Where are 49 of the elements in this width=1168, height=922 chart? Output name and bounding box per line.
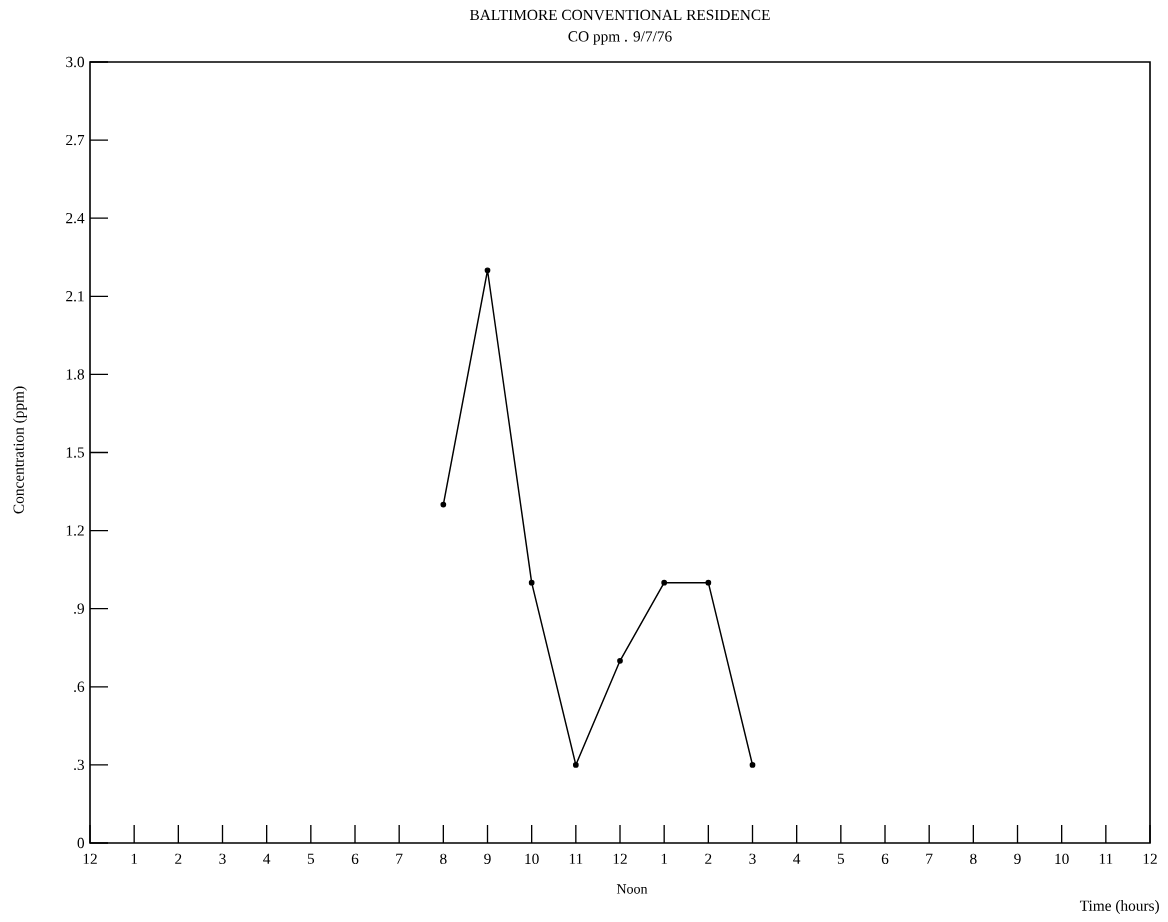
text: Noon bbox=[616, 884, 648, 894]
x-tick-label: 6 bbox=[351, 853, 359, 865]
x-axis-title: Time (hours) bbox=[1079, 900, 1159, 914]
x-tick-label: 3 bbox=[219, 853, 226, 865]
y-tick-label: .3 bbox=[74, 759, 85, 771]
y-tick-label: 1.8 bbox=[66, 369, 85, 380]
x-tick-label: 7 bbox=[396, 853, 403, 864]
x-tick-label: 9 bbox=[1014, 853, 1021, 865]
x-tick-label: 12 bbox=[613, 853, 627, 864]
x-tick-label: 2 bbox=[175, 853, 182, 864]
x-tick-label: 2 bbox=[705, 853, 712, 864]
x-tick-label: 4 bbox=[263, 853, 271, 864]
x-tick-label: 7 bbox=[926, 853, 933, 864]
y-tick-label: 3.0 bbox=[66, 56, 85, 68]
point bbox=[749, 762, 756, 768]
x-tick-label: 9 bbox=[484, 853, 491, 865]
y-tick-label: 1.2 bbox=[66, 525, 84, 536]
y-tick-label: 1.5 bbox=[66, 447, 85, 458]
x-tick-label: 10 bbox=[1055, 853, 1069, 865]
x-tick-label: 11 bbox=[569, 853, 583, 864]
y-tick-label: .6 bbox=[74, 681, 85, 692]
y-tick-label: .9 bbox=[74, 603, 84, 614]
x-tick-label: 3 bbox=[749, 853, 756, 865]
x-tick-label: 11 bbox=[1099, 853, 1113, 864]
x-tick-label: 1 bbox=[131, 853, 138, 864]
point bbox=[617, 657, 623, 664]
point bbox=[528, 579, 535, 586]
y-tick-label: 2.4 bbox=[66, 213, 85, 224]
point bbox=[705, 579, 712, 586]
x-tick-label: 4 bbox=[793, 853, 801, 864]
point bbox=[440, 501, 447, 508]
x-tick-label: 8 bbox=[970, 853, 977, 865]
x-tick-label: 5 bbox=[307, 853, 315, 864]
x-tick-label: 5 bbox=[837, 853, 845, 864]
y-axis-title: Concentration (ppm) bbox=[13, 386, 27, 514]
y-tick-label: 0 bbox=[77, 837, 85, 849]
x-tick-label: 10 bbox=[525, 853, 539, 865]
chart-title: BALTIMORE CONVENTIONAL RESIDENCE bbox=[469, 9, 770, 21]
chart-subtitle: CO ppm . 9/7/76 bbox=[568, 31, 672, 45]
point bbox=[661, 579, 668, 586]
point bbox=[484, 267, 491, 274]
x-tick-label: 12 bbox=[83, 853, 97, 864]
x-tick-label: 8 bbox=[440, 853, 447, 865]
y-tick-label: 2.1 bbox=[66, 291, 84, 302]
x-tick-label: 12 bbox=[1143, 853, 1157, 864]
x-tick-label: 6 bbox=[881, 853, 889, 865]
x-tick-label: 1 bbox=[661, 853, 668, 864]
y-tick-label: 2.7 bbox=[66, 134, 85, 146]
point bbox=[572, 762, 579, 768]
